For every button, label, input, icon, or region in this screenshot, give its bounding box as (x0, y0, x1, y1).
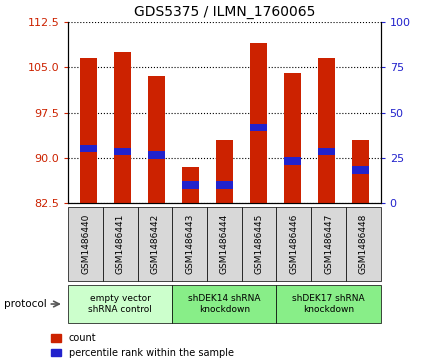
Text: GSM1486446: GSM1486446 (290, 214, 298, 274)
Bar (284, 73, 301, 203)
Bar (80, 145, 97, 152)
Bar (250, 43, 267, 203)
Bar (284, 157, 301, 164)
Bar (318, 58, 335, 203)
Bar (318, 148, 335, 155)
Bar (182, 182, 199, 189)
Bar (216, 140, 233, 203)
Bar (148, 151, 165, 159)
Bar (80, 58, 97, 203)
Text: GSM1486445: GSM1486445 (255, 214, 264, 274)
Bar (352, 140, 369, 203)
Text: shDEK14 shRNA
knockdown: shDEK14 shRNA knockdown (188, 294, 260, 314)
Text: empty vector
shRNA control: empty vector shRNA control (88, 294, 152, 314)
Bar (114, 148, 131, 155)
Title: GDS5375 / ILMN_1760065: GDS5375 / ILMN_1760065 (134, 5, 315, 19)
Bar (216, 182, 233, 189)
Text: GSM1486442: GSM1486442 (150, 214, 159, 274)
Text: GSM1486440: GSM1486440 (81, 214, 90, 274)
Text: shDEK17 shRNA
knockdown: shDEK17 shRNA knockdown (292, 294, 365, 314)
Legend: count, percentile rank within the sample: count, percentile rank within the sample (51, 333, 234, 358)
Bar (352, 166, 369, 174)
Text: GSM1486443: GSM1486443 (185, 214, 194, 274)
Bar (148, 76, 165, 203)
Text: protocol: protocol (4, 299, 47, 309)
Text: GSM1486441: GSM1486441 (116, 214, 125, 274)
Bar (182, 167, 199, 203)
Bar (114, 52, 131, 203)
Bar (250, 124, 267, 131)
Text: GSM1486447: GSM1486447 (324, 214, 333, 274)
Text: GSM1486448: GSM1486448 (359, 214, 368, 274)
Text: GSM1486444: GSM1486444 (220, 214, 229, 274)
